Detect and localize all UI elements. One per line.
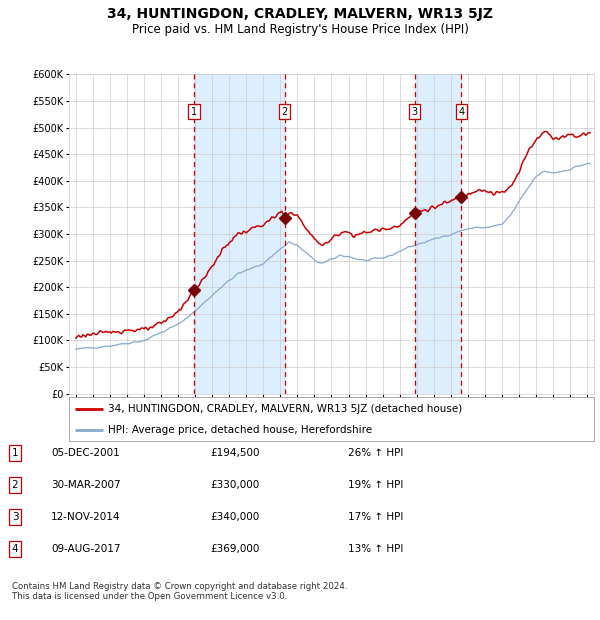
Text: 13% ↑ HPI: 13% ↑ HPI xyxy=(348,544,403,554)
Text: 4: 4 xyxy=(458,107,464,117)
Text: £330,000: £330,000 xyxy=(210,480,259,490)
Text: £340,000: £340,000 xyxy=(210,512,259,522)
Text: 26% ↑ HPI: 26% ↑ HPI xyxy=(348,448,403,458)
Text: 2: 2 xyxy=(281,107,288,117)
Text: 17% ↑ HPI: 17% ↑ HPI xyxy=(348,512,403,522)
Text: 19% ↑ HPI: 19% ↑ HPI xyxy=(348,480,403,490)
Text: 3: 3 xyxy=(11,512,19,522)
Text: 4: 4 xyxy=(11,544,19,554)
Text: Contains HM Land Registry data © Crown copyright and database right 2024.
This d: Contains HM Land Registry data © Crown c… xyxy=(12,582,347,601)
Text: HPI: Average price, detached house, Herefordshire: HPI: Average price, detached house, Here… xyxy=(109,425,373,435)
Text: 12-NOV-2014: 12-NOV-2014 xyxy=(51,512,121,522)
Text: 34, HUNTINGDON, CRADLEY, MALVERN, WR13 5JZ: 34, HUNTINGDON, CRADLEY, MALVERN, WR13 5… xyxy=(107,7,493,22)
Text: 1: 1 xyxy=(191,107,197,117)
Bar xyxy=(415,74,461,394)
Text: 05-DEC-2001: 05-DEC-2001 xyxy=(51,448,120,458)
Text: 09-AUG-2017: 09-AUG-2017 xyxy=(51,544,121,554)
Text: 2: 2 xyxy=(11,480,19,490)
Text: £194,500: £194,500 xyxy=(210,448,260,458)
Text: £369,000: £369,000 xyxy=(210,544,259,554)
Bar xyxy=(194,74,284,394)
Text: 1: 1 xyxy=(11,448,19,458)
Text: 30-MAR-2007: 30-MAR-2007 xyxy=(51,480,121,490)
Text: 34, HUNTINGDON, CRADLEY, MALVERN, WR13 5JZ (detached house): 34, HUNTINGDON, CRADLEY, MALVERN, WR13 5… xyxy=(109,404,463,414)
Text: Price paid vs. HM Land Registry's House Price Index (HPI): Price paid vs. HM Land Registry's House … xyxy=(131,23,469,36)
Text: 3: 3 xyxy=(412,107,418,117)
